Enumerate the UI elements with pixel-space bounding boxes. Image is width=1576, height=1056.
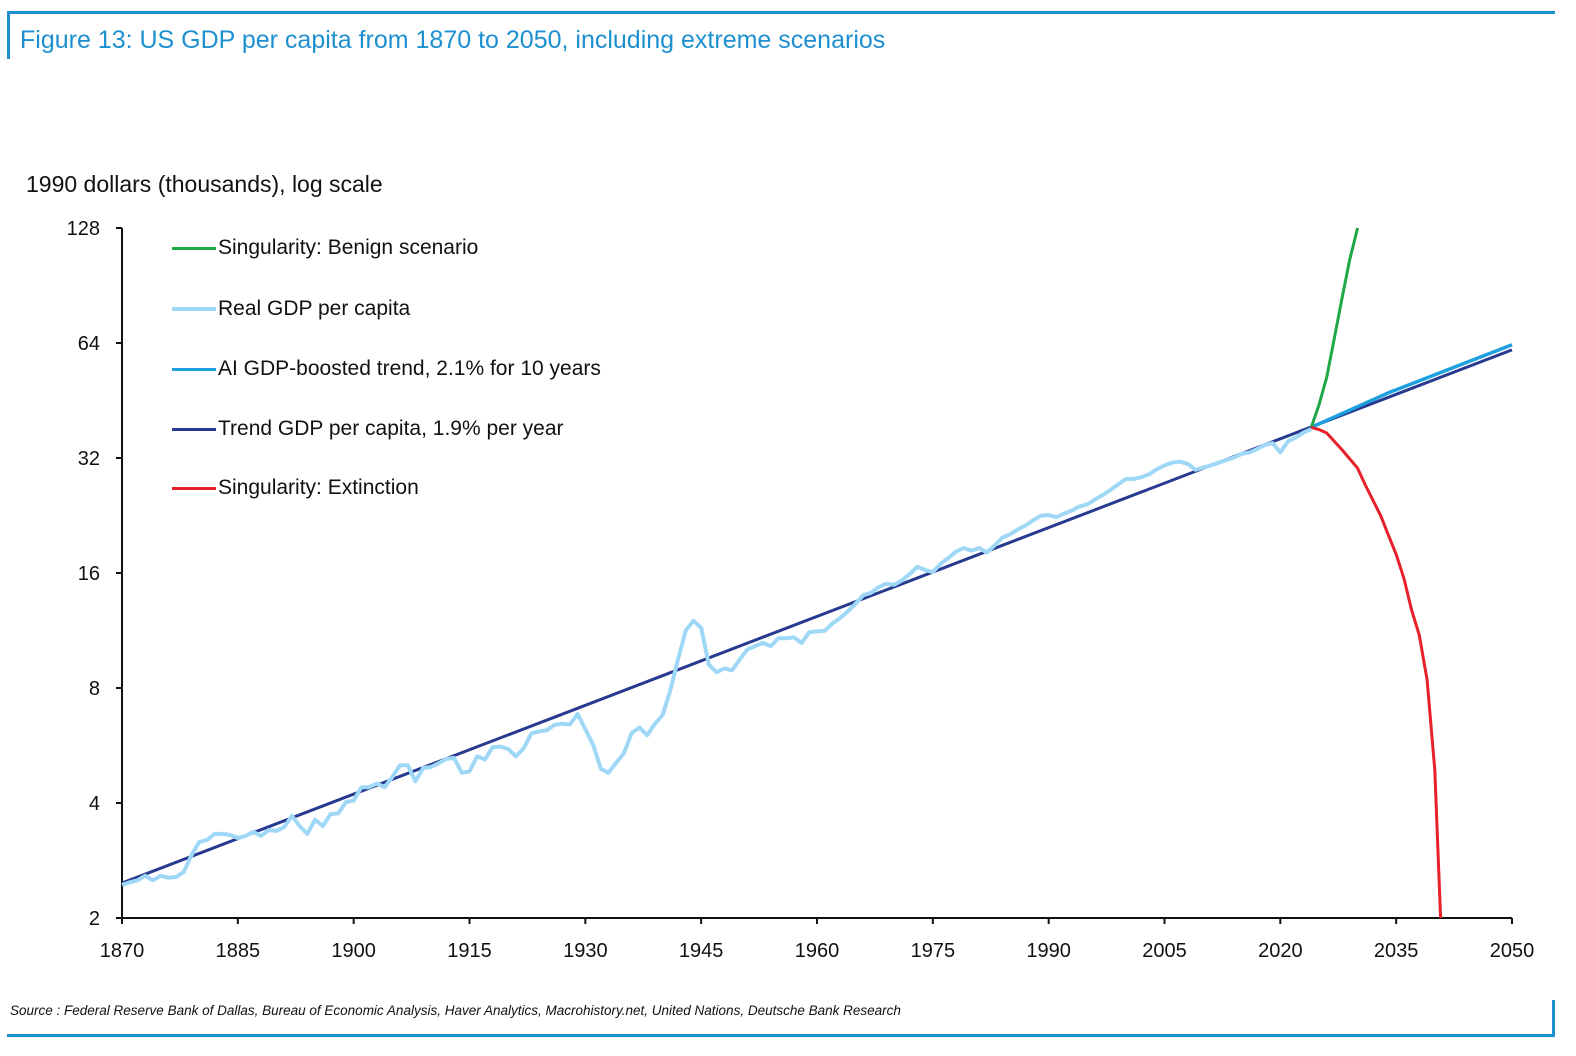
series-real-gdp-line [121,427,1313,887]
y-tick-label: 2 [89,908,100,930]
legend-item-ai-trend: AI GDP-boosted trend, 2.1% for 10 years [172,357,601,381]
legend-item-real-gdp: Real GDP per capita [172,297,410,321]
figure-title: Figure 13: US GDP per capita from 1870 t… [20,26,886,54]
x-tick-label: 2050 [1490,940,1535,962]
legend-item-benign: Singularity: Benign scenario [172,236,478,260]
frame-right-border [1552,1000,1555,1037]
legend-swatch [172,307,216,311]
y-tick-label: 8 [89,678,100,700]
legend-swatch [172,367,216,371]
frame-top-border [7,11,1555,14]
series-extinction-line [1310,425,1443,919]
x-tick-label: 1975 [911,940,956,962]
x-tick-label: 2020 [1258,940,1303,962]
x-tick-label: 1960 [795,940,840,962]
x-tick-label: 1945 [679,940,724,962]
y-tick-label: 32 [78,448,100,470]
legend-label: Singularity: Extinction [218,476,419,499]
x-tick-label: 2005 [1142,940,1187,962]
series-benign-line [1309,227,1360,428]
legend-swatch [172,427,216,431]
x-tick-label: 1990 [1026,940,1071,962]
x-tick-label: 1915 [447,940,492,962]
x-tick-label: 1930 [563,940,608,962]
series-ai-trend-line [1310,343,1513,429]
x-tick-label: 1900 [331,940,376,962]
legend-swatch [172,486,216,490]
series-trend-line [121,348,1513,885]
x-tick-label: 1885 [216,940,261,962]
x-tick-label: 2035 [1374,940,1419,962]
legend-label: AI GDP-boosted trend, 2.1% for 10 years [218,357,601,380]
frame-left-border [7,11,10,59]
y-axis-label: 1990 dollars (thousands), log scale [26,171,383,197]
legend-label: Trend GDP per capita, 1.9% per year [218,417,564,440]
source-note: Source : Federal Reserve Bank of Dallas,… [10,1003,901,1018]
legend-item-trend: Trend GDP per capita, 1.9% per year [172,417,564,441]
x-tick-label: 1870 [100,940,145,962]
y-tick-label: 64 [78,333,100,355]
legend-label: Singularity: Benign scenario [218,236,479,259]
legend-item-extinction: Singularity: Extinction [172,476,419,500]
y-tick-label: 128 [67,218,100,240]
legend-swatch [172,246,216,250]
frame-bottom-border [7,1034,1555,1037]
y-tick-label: 4 [89,793,100,815]
legend-label: Real GDP per capita [218,297,411,320]
y-tick-label: 16 [78,563,100,585]
